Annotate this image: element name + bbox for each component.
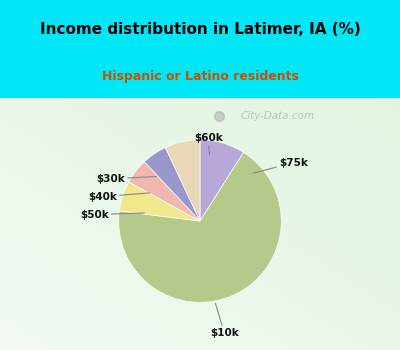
Text: City-Data.com: City-Data.com (240, 111, 314, 121)
Wedge shape (200, 140, 244, 221)
Text: $60k: $60k (194, 133, 222, 155)
Text: $40k: $40k (88, 192, 150, 202)
Text: Hispanic or Latino residents: Hispanic or Latino residents (102, 70, 298, 83)
Wedge shape (119, 182, 200, 221)
Text: $50k: $50k (80, 210, 144, 219)
Text: $10k: $10k (210, 303, 239, 338)
Text: Income distribution in Latimer, IA (%): Income distribution in Latimer, IA (%) (40, 22, 360, 37)
Wedge shape (129, 162, 200, 221)
Wedge shape (144, 147, 200, 221)
Wedge shape (119, 153, 281, 302)
Text: $30k: $30k (96, 174, 156, 184)
Text: $75k: $75k (253, 158, 308, 173)
Wedge shape (165, 140, 200, 221)
